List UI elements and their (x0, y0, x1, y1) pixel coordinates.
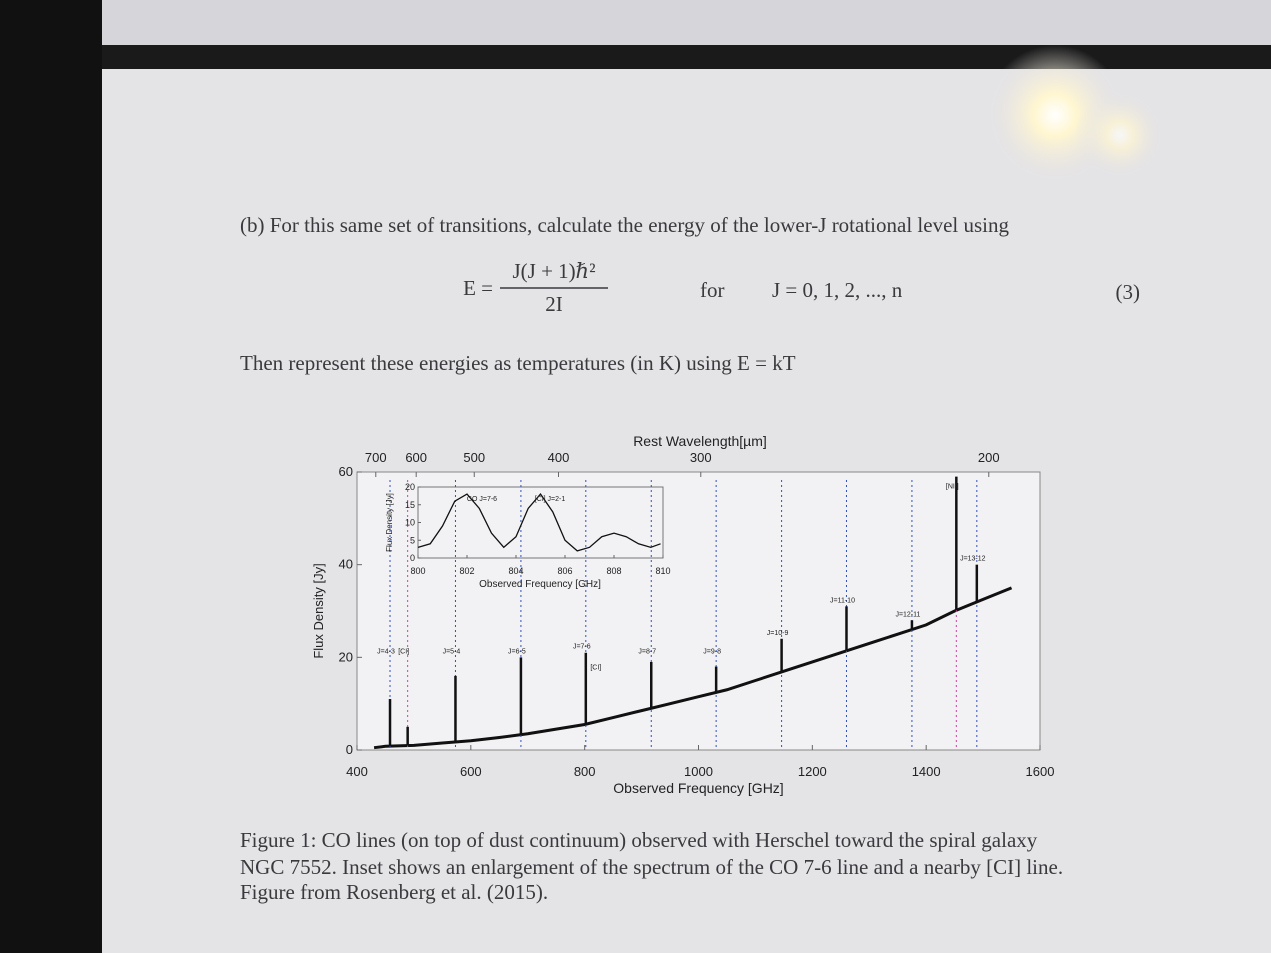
inset-x-tick-label: 806 (557, 566, 572, 576)
ci-label: [CI] (590, 664, 601, 671)
glare (1075, 90, 1165, 180)
y-tick-label: 20 (339, 649, 353, 664)
y-axis-label: Flux Density [Jy] (311, 563, 326, 658)
top-tick-label: 600 (405, 450, 427, 465)
line-label: J=13-12 (960, 556, 986, 563)
paragraph: Then represent these energies as tempera… (240, 351, 796, 375)
x-tick-label: 1400 (912, 764, 941, 779)
top-axis-label: Rest Wavelength[µm] (633, 433, 767, 449)
inset-x-tick-label: 804 (508, 566, 523, 576)
top-tick-label: 700 (365, 450, 387, 465)
line-label: J=5-4 (443, 648, 461, 655)
y-tick-label: 60 (339, 464, 353, 479)
line-label: J=4-3 (377, 648, 395, 655)
top-tick-label: 400 (548, 450, 570, 465)
inset-x-tick-label: 802 (459, 566, 474, 576)
inset-x-tick-label: 808 (606, 566, 621, 576)
x-tick-label: 800 (574, 764, 596, 779)
equation-condition: J = 0, 1, 2, ..., n (772, 278, 903, 302)
inset-y-label: Flux Density [Jy] (385, 493, 394, 552)
line-label: J=7-6 (573, 644, 591, 651)
x-tick-label: 400 (346, 764, 368, 779)
top-tick-label: 500 (463, 450, 485, 465)
inset-y-tick-label: 0 (410, 553, 415, 563)
top-tick-label: 300 (690, 450, 712, 465)
inset-label: CO J=7-6 (467, 496, 497, 503)
y-tick-label: 40 (339, 557, 353, 572)
x-axis-label: Observed Frequency [GHz] (613, 780, 783, 796)
denominator: 2I (545, 292, 563, 316)
x-tick-label: 1600 (1026, 764, 1055, 779)
inset-x-label: Observed Frequency [GHz] (479, 579, 601, 590)
numerator: J(J + 1)ℏ² (513, 259, 596, 283)
inset-y-tick-label: 10 (405, 518, 415, 528)
line-label: [NII] (946, 484, 959, 491)
caption-line: Figure 1: CO lines (on top of dust conti… (240, 828, 1038, 852)
top-strip (102, 0, 1271, 45)
inset-x-tick-label: 800 (410, 566, 425, 576)
caption-line: Figure from Rosenberg et al. (2015). (240, 880, 548, 904)
equation-lhs: E = (463, 276, 493, 300)
top-tick-label: 200 (978, 450, 1000, 465)
line-label: J=8-7 (638, 648, 656, 655)
inset-y-tick-label: 20 (405, 482, 415, 492)
paragraph: (b) For this same set of transitions, ca… (240, 213, 1009, 237)
inset-x-tick-label: 810 (655, 566, 670, 576)
equation-number: (3) (1116, 280, 1141, 304)
caption-line: NGC 7552. Inset shows an enlargement of … (240, 855, 1063, 879)
y-tick-label: 0 (346, 742, 353, 757)
line-label: J=10-9 (767, 630, 789, 637)
x-tick-label: 1000 (684, 764, 713, 779)
line-label: J=9-8 (703, 648, 721, 655)
line-label: [CI] (398, 648, 409, 655)
inset-y-tick-label: 15 (405, 500, 415, 510)
equation-for: for (700, 278, 725, 302)
x-tick-label: 1200 (798, 764, 827, 779)
line-label: J=12-11 (895, 611, 920, 618)
inset-spectrum (417, 493, 661, 552)
inset-y-tick-label: 5 (410, 535, 415, 545)
continuum (373, 586, 1013, 750)
line-label: J=11-10 (830, 597, 855, 604)
inset-label: [CI] J=2-1 (535, 496, 566, 503)
x-tick-label: 600 (460, 764, 482, 779)
line-label: J=6-5 (508, 648, 526, 655)
